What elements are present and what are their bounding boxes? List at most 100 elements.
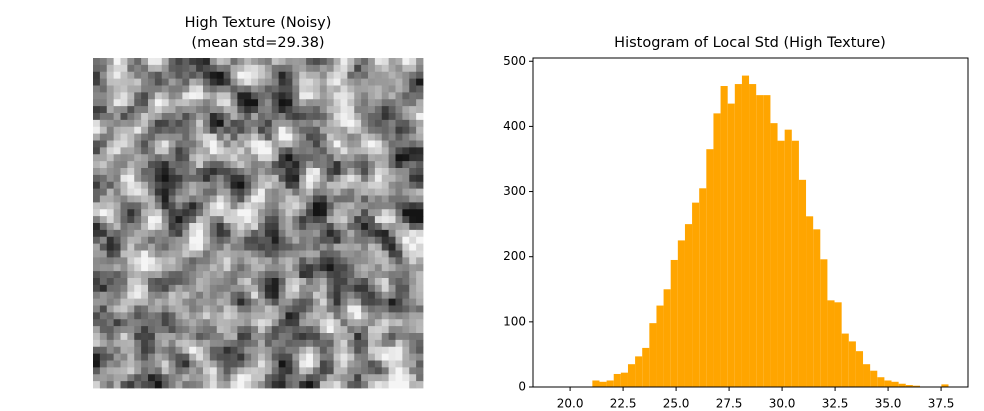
pixel — [189, 181, 197, 190]
pixel — [306, 195, 314, 203]
pixel — [244, 223, 252, 231]
pixel — [237, 312, 245, 320]
pixel — [368, 147, 376, 155]
pixel — [134, 71, 142, 80]
pixel — [381, 271, 390, 279]
pixel — [141, 99, 149, 107]
pixel — [237, 326, 245, 334]
pixel — [175, 133, 183, 141]
pixel — [113, 284, 121, 293]
pixel — [127, 333, 135, 341]
pixel — [161, 181, 170, 190]
pixel — [258, 229, 266, 238]
pixel — [278, 374, 286, 382]
pixel — [388, 381, 396, 389]
pixel — [134, 278, 142, 286]
pixel — [319, 126, 328, 135]
pixel — [196, 374, 204, 382]
pixel — [326, 271, 335, 279]
pixel — [409, 126, 417, 135]
pixel — [306, 312, 314, 320]
pixel — [285, 78, 293, 86]
pixel — [161, 161, 170, 169]
pixel — [388, 243, 396, 251]
pixel — [333, 291, 341, 300]
pixel — [278, 147, 286, 155]
pixel — [244, 133, 252, 141]
pixel — [175, 243, 183, 251]
pixel — [374, 113, 383, 121]
pixel — [230, 381, 238, 389]
pixel — [251, 291, 259, 300]
pixel — [333, 250, 341, 258]
pixel — [306, 92, 314, 100]
pixel — [182, 58, 190, 66]
pixel — [354, 284, 362, 293]
pixel — [292, 284, 300, 293]
pixel — [196, 133, 204, 141]
pixel — [292, 58, 300, 66]
pixel — [203, 360, 211, 368]
pixel — [326, 346, 335, 355]
pixel — [402, 367, 410, 375]
pixel — [416, 229, 424, 238]
pixel — [203, 216, 211, 224]
pixel — [361, 99, 369, 107]
pixel — [333, 161, 341, 169]
pixel — [216, 298, 225, 306]
pixel — [154, 305, 163, 313]
pixel — [196, 140, 204, 148]
pixel — [244, 312, 252, 320]
pixel — [127, 326, 135, 334]
pixel — [313, 346, 321, 355]
pixel — [189, 188, 197, 196]
pixel — [182, 64, 190, 73]
pixel — [127, 188, 135, 196]
pixel — [237, 243, 245, 251]
pixel — [251, 326, 259, 334]
pixel — [292, 223, 300, 231]
pixel — [203, 346, 211, 355]
pixel — [395, 216, 403, 224]
pixel — [319, 250, 328, 258]
pixel — [106, 209, 115, 217]
pixel — [326, 106, 335, 114]
pixel — [120, 174, 128, 183]
pixel — [244, 291, 252, 300]
pixel — [127, 339, 135, 348]
pixel — [395, 223, 403, 231]
pixel — [361, 174, 369, 183]
pixel — [93, 229, 101, 238]
pixel — [203, 264, 211, 272]
pixel — [313, 188, 321, 196]
pixel — [127, 216, 135, 224]
pixel — [113, 291, 121, 300]
pixel — [416, 71, 424, 80]
pixel — [347, 346, 355, 355]
pixel — [402, 133, 410, 141]
pixel — [196, 264, 204, 272]
pixel — [388, 298, 396, 306]
pixel — [141, 209, 149, 217]
pixel — [223, 99, 231, 107]
pixel — [230, 250, 238, 258]
pixel — [127, 140, 135, 148]
pixel — [203, 99, 211, 107]
pixel — [395, 257, 403, 265]
pixel — [278, 85, 286, 93]
pixel — [395, 229, 403, 238]
pixel — [326, 174, 335, 183]
pixel — [271, 339, 280, 348]
pixel — [141, 154, 149, 162]
pixel — [416, 161, 424, 169]
pixel — [196, 106, 204, 114]
pixel — [409, 195, 417, 203]
pixel — [216, 339, 225, 348]
pixel — [127, 360, 135, 368]
pixel — [203, 223, 211, 231]
pixel — [216, 209, 225, 217]
pixel — [333, 71, 341, 80]
pixel — [285, 85, 293, 93]
pixel — [154, 271, 163, 279]
pixel — [93, 319, 101, 327]
